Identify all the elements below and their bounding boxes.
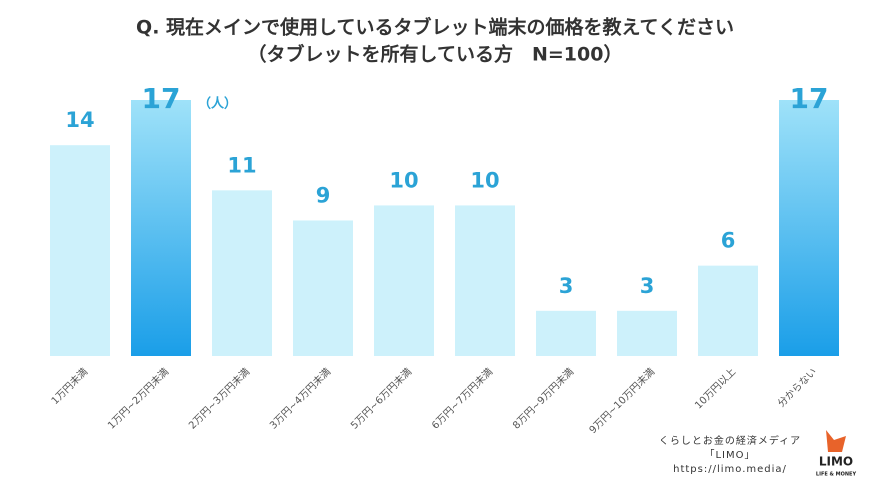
bar: [50, 145, 110, 356]
bar: [293, 220, 353, 356]
chart-subtitle: （タブレットを所有している方 N=100）: [248, 43, 623, 66]
unit-label: （人）: [198, 96, 237, 112]
footer-url: https://limo.media/: [673, 464, 787, 475]
value-label: 10: [470, 168, 499, 192]
value-label: 10: [389, 168, 418, 192]
footer-tagline: くらしとお金の経済メディア: [659, 434, 801, 447]
bar: [131, 100, 191, 356]
bar: [374, 205, 434, 356]
bar: [698, 265, 758, 356]
x-tick-label: 3万円~4万円未満: [267, 366, 333, 432]
bar: [455, 205, 515, 356]
logo-icon: [826, 430, 846, 452]
x-tick-label: 8万円~9万円未満: [510, 366, 576, 432]
x-tick-label: 1万円未満: [49, 366, 90, 407]
x-tick-label: 1万円~2万円未満: [105, 366, 171, 432]
value-label: 3: [640, 274, 655, 298]
value-label: 6: [721, 229, 736, 253]
value-label: 17: [790, 82, 829, 115]
x-tick-label: 6万円~7万円未満: [429, 366, 495, 432]
x-tick-label: 9万円~10万円未満: [587, 366, 657, 436]
x-tick-label: 5万円~6万円未満: [348, 366, 414, 432]
logo-sub: LIFE & MONEY: [816, 472, 857, 478]
value-label: 9: [316, 183, 331, 207]
x-tick-label: 2万円~3万円未満: [186, 366, 252, 432]
value-label: 3: [559, 274, 574, 298]
footer-brand: 「LIMO」: [704, 449, 755, 461]
x-tick-label: 10万円以上: [692, 366, 738, 412]
chart-title: Q. 現在メインで使用しているタブレット端末の価格を教えてください: [136, 16, 734, 39]
logo-text: LIMO: [819, 455, 853, 469]
value-label: 17: [142, 82, 181, 115]
bar: [617, 310, 677, 356]
bar: [212, 190, 272, 356]
bar: [779, 100, 839, 356]
value-label: 14: [65, 108, 94, 132]
bar: [536, 310, 596, 356]
x-tick-label: 分からない: [775, 366, 819, 410]
value-label: 11: [227, 153, 256, 177]
